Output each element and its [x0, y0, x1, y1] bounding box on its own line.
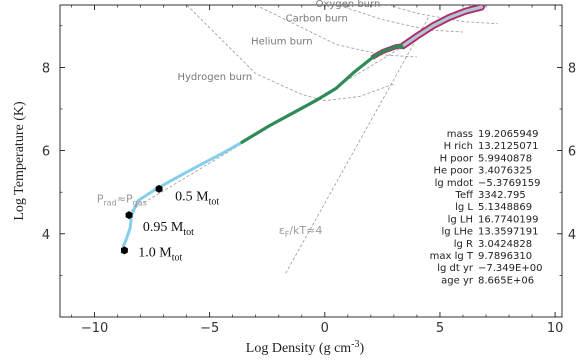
y-tick-label-left: 6	[42, 145, 50, 160]
plot-frame	[59, 4, 563, 318]
guide-label-0: Prad≈Pgas	[97, 193, 147, 208]
info-value: 8.665E+06	[478, 275, 534, 286]
info-key: lg mdot	[435, 178, 474, 189]
mass-label-2: 1.0 Mtot	[138, 246, 182, 264]
info-value: 19.2065949	[478, 129, 538, 140]
mass-marker-1	[125, 211, 133, 220]
info-value: 13.3597191	[478, 227, 538, 238]
info-key: lg LH	[448, 214, 473, 225]
series-1-line	[240, 44, 405, 144]
x-axis-label: Log Density (g cm-3)	[246, 339, 365, 356]
mass-markers	[121, 184, 163, 255]
info-key: mass	[447, 129, 473, 140]
x-axis-label-close: )	[360, 341, 365, 356]
info-key: He poor	[433, 166, 473, 177]
info-value: 5.9940878	[478, 153, 532, 164]
info-key: lg LHe	[441, 227, 473, 238]
x-tick-label: −5	[200, 321, 219, 336]
info-key: lg dt yr	[437, 263, 474, 274]
helium-burn-label: Helium burn	[251, 37, 312, 48]
mass-marker-0	[155, 184, 163, 193]
burn-lines	[186, 5, 498, 102]
mass-marker-2	[121, 246, 128, 255]
y-tick-label-right: 8	[568, 61, 576, 76]
guide-line-1	[285, 17, 429, 274]
info-value: 3342.795	[478, 190, 526, 201]
y-tick-label-right: 6	[568, 145, 576, 160]
x-tick-label: 5	[436, 321, 444, 336]
guide-lines	[126, 5, 473, 274]
axis-ticks: −10 −5 0 5 10 4 4 6 6 8 8	[42, 5, 576, 336]
info-key: H poor	[440, 153, 474, 164]
y-tick-label-right: 4	[568, 228, 576, 243]
y-tick-label-left: 8	[42, 61, 50, 76]
x-tick-label: 0	[321, 321, 329, 336]
x-axis-label-sup: -3	[351, 339, 359, 350]
x-axis-label-main: Log Density (g cm	[246, 341, 351, 356]
series-0-line	[120, 140, 244, 254]
info-value: 3.4076325	[478, 166, 532, 177]
hydrogen-burn-line	[186, 5, 395, 102]
x-tick-label: 10	[547, 321, 564, 336]
info-value: −5.3769159	[478, 178, 540, 189]
info-value: 3.0424828	[478, 239, 532, 250]
info-value: 9.7896310	[478, 251, 532, 262]
info-key: lg L	[455, 202, 473, 213]
evolution-track	[120, 5, 485, 254]
hydrogen-burn-label: Hydrogen burn	[177, 72, 252, 83]
y-axis-label: Log Temperature (K)	[12, 101, 27, 221]
mass-label-0: 0.5 Mtot	[175, 190, 219, 208]
y-tick-label-left: 4	[42, 228, 50, 243]
series-2-line	[401, 5, 483, 48]
info-value: −7.349E+00	[478, 263, 542, 274]
info-key: age yr	[441, 275, 474, 286]
info-key: H rich	[444, 141, 473, 152]
info-key: lg R	[454, 239, 473, 250]
x-tick-label: −10	[81, 321, 108, 336]
info-key: max lg T	[430, 251, 474, 262]
info-value: 16.7740199	[478, 214, 538, 225]
guide-label-1: εF/kT≈4	[279, 224, 323, 239]
mass-label-1: 0.95 Mtot	[143, 220, 194, 238]
info-value: 13.2125071	[478, 141, 538, 152]
info-key: Teff	[455, 190, 475, 201]
carbon-burn-line	[336, 5, 464, 33]
info-panel: mass 19.2065949 H rich 13.2125071 H poor 5.99…	[430, 129, 543, 286]
carbon-burn-label: Carbon burn	[286, 14, 348, 25]
track-junction-marker	[398, 44, 404, 50]
info-value: 5.1348869	[478, 202, 532, 213]
